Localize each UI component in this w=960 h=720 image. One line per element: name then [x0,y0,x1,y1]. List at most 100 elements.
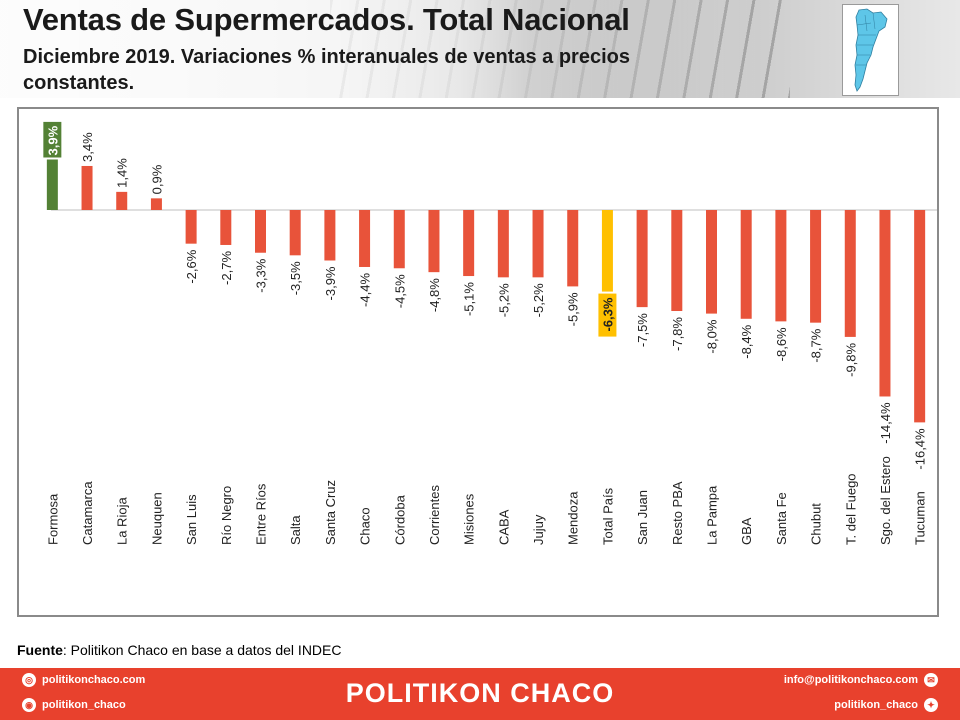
value-label: 1,4% [115,158,130,188]
value-label: 3,9% [45,125,60,155]
category-label: Resto PBA [670,481,685,545]
category-label: San Juan [635,490,650,545]
value-label: -3,3% [254,258,269,292]
value-label: -8,6% [774,327,789,361]
bar [220,210,232,245]
category-label: La Pampa [705,485,720,545]
footer-brand: POLITIKON CHACO [345,678,615,708]
bar [81,165,93,210]
category-label: Corrientes [427,485,442,545]
value-label: -4,8% [427,278,442,312]
value-label-box [598,293,617,337]
value-label: -5,2% [496,283,511,317]
footer-bar: POLITIKON CHACO ◎ politikonchaco.com ◉ p… [0,668,960,720]
bar [255,210,266,253]
value-label: 3,4% [80,132,95,162]
bar [185,210,197,244]
category-label: Formosa [45,493,60,545]
bar [914,210,926,423]
category-label: GBA [739,517,754,545]
bar [636,210,648,308]
category-label: T. del Fuego [843,473,858,545]
category-label: Entre Ríos [254,483,269,545]
category-label: Río Negro [219,486,234,545]
bar [775,210,787,322]
value-label: -8,4% [739,324,754,358]
bar [428,210,440,273]
category-label: Chaco [358,507,373,545]
bar [324,210,336,261]
category-label: Misiones [462,493,477,545]
bar [601,210,613,292]
category-label: Santa Cruz [323,480,338,545]
bar [463,210,475,277]
bar [844,210,856,337]
value-label-box [43,121,62,158]
bar [740,210,752,319]
source-note: Fuente: Politikon Chaco en base a datos … [17,642,342,658]
bar [706,210,717,314]
bar [879,210,891,397]
value-label: 0,9% [149,164,164,194]
category-label: San Luis [184,494,199,545]
value-label: -5,9% [566,292,581,326]
bar [150,198,162,210]
category-label: Santa Fe [774,492,789,545]
bar [359,210,371,267]
twitter-icon: ✦ [924,698,938,712]
bar [671,210,683,312]
value-label: -3,5% [288,261,303,295]
footer-email[interactable]: info@politikonchaco.com ✉ [784,673,938,687]
header-overlay [0,0,760,98]
chart-area: 3,9% Formosa 3,4% Catamarca 1,4% La Rioja 0,9%… [17,107,939,617]
footer-instagram-text: politikon_chaco [42,699,126,711]
value-label: -9,8% [843,342,858,376]
value-label: -16,4% [913,428,928,470]
mail-icon: ✉ [924,673,938,687]
value-label: -4,5% [392,274,407,308]
value-label: -8,7% [809,328,824,362]
value-label: -4,4% [358,273,373,307]
page-subtitle: Diciembre 2019. Variaciones % interanual… [23,46,630,94]
footer-website[interactable]: ◎ politikonchaco.com [22,673,145,687]
bar [46,159,58,210]
footer-email-text: info@politikonchaco.com [783,674,918,686]
argentina-map-icon [842,4,899,96]
value-label: -7,5% [635,313,650,347]
footer-twitter[interactable]: politikon_chaco ✦ [834,698,938,712]
value-label: -8,0% [705,319,720,353]
category-label: Total País [600,487,615,545]
value-label: -2,7% [219,251,234,285]
category-label: La Rioja [115,497,130,545]
footer-instagram[interactable]: ◉ politikon_chaco [22,698,126,712]
value-label: -14,4% [878,402,893,444]
source-label: Fuente [17,642,63,658]
category-label: Salta [288,515,303,545]
page-title: Ventas de Supermercados. Total Nacional [23,2,630,37]
category-label: Córdoba [392,494,407,545]
bar [393,210,405,269]
category-label: CABA [496,509,511,545]
category-label: Mendoza [566,491,581,545]
source-text: : Politikon Chaco en base a datos del IN… [62,642,342,658]
footer-twitter-text: politikon_chaco [834,699,918,711]
bar [497,210,509,278]
value-label: -2,6% [184,249,199,283]
value-label: -7,8% [670,317,685,351]
value-label: -3,9% [323,266,338,300]
footer-website-text: politikonchaco.com [42,674,146,686]
bar-chart: 3,9% Formosa 3,4% Catamarca 1,4% La Rioja 0,9%… [43,121,937,545]
category-label: Jujuy [531,514,546,545]
category-label: Catamarca [80,481,95,545]
bar [289,210,301,256]
globe-icon: ◎ [22,673,36,687]
bar [116,191,128,210]
value-label: -5,2% [531,283,546,317]
value-label: -5,1% [462,282,477,316]
bar [810,210,822,323]
bar [532,210,544,278]
instagram-icon: ◉ [22,698,36,712]
category-label: Sgo. del Estero [878,456,893,545]
header-banner: Ventas de Supermercados. Total Nacional … [0,0,960,98]
category-label: Chubut [809,503,824,545]
